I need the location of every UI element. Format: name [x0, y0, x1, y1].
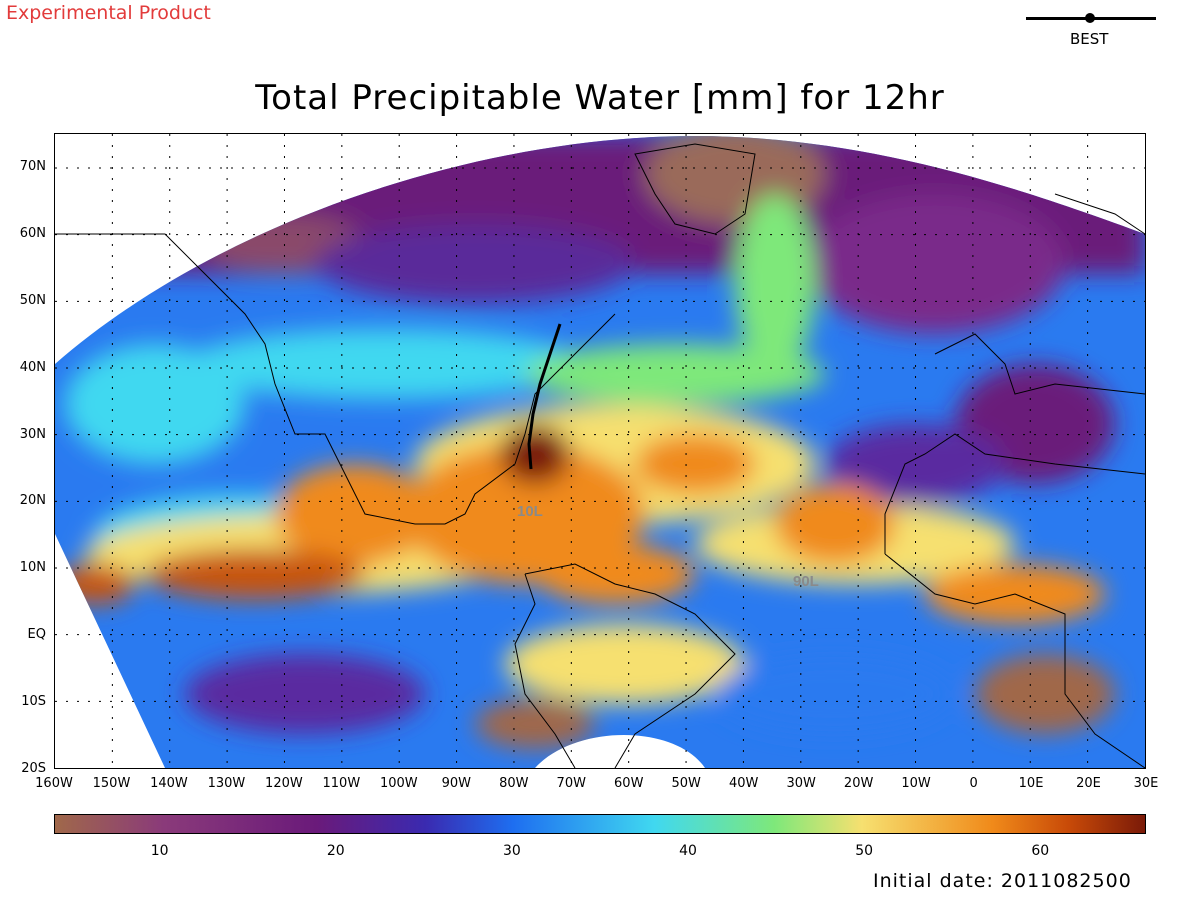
storm-label-10l: 10L — [517, 503, 543, 520]
colorbar-tick-label: 60 — [1031, 843, 1050, 859]
best-track-legend: BEST — [1020, 8, 1160, 52]
lat-tick-label: 50N — [19, 292, 46, 308]
lon-tick-label: 20E — [1076, 776, 1101, 791]
colorbar — [54, 814, 1146, 834]
lon-tick-label: 80W — [499, 776, 529, 791]
lat-tick-label: 20N — [19, 493, 46, 509]
legend-best-label: BEST — [1070, 30, 1109, 48]
lon-tick-label: 150W — [92, 776, 131, 791]
lon-tick-label: 160W — [35, 776, 73, 791]
precipitable-water-map: 10L 90L — [55, 134, 1145, 768]
colorbar-tick-label: 30 — [503, 843, 521, 859]
lon-tick-label: 100W — [379, 776, 418, 791]
lon-tick-label: 50W — [671, 776, 701, 791]
legend-track-dot — [1085, 13, 1095, 23]
lat-tick-label: 10S — [21, 694, 46, 710]
lon-tick-label: 30E — [1133, 776, 1159, 791]
lon-tick-label: 110W — [322, 776, 361, 791]
lat-tick-label: 70N — [19, 159, 46, 174]
lon-tick-label: 30W — [786, 776, 816, 791]
lon-tick-label: 10W — [901, 776, 931, 791]
best-track — [527, 323, 562, 470]
lat-tick-label: 30N — [19, 426, 46, 442]
colorbar-tick-label: 50 — [855, 843, 874, 859]
colorbar-tick-label: 20 — [326, 843, 345, 859]
lon-tick-label: 0 — [969, 776, 978, 791]
lat-tick-label: EQ — [27, 627, 46, 643]
lon-tick-label: 10E — [1018, 776, 1044, 791]
storm-label-90l: 90L — [793, 573, 819, 590]
lon-tick-label: 70W — [556, 776, 586, 791]
colorbar-tick-label: 10 — [150, 843, 169, 859]
lon-tick-label: 40W — [728, 776, 759, 791]
lat-tick-label: 10N — [19, 560, 46, 576]
lat-tick-label: 20S — [21, 761, 46, 776]
lat-tick-label: 60N — [19, 225, 46, 241]
lon-tick-label: 140W — [150, 776, 188, 791]
coastlines — [55, 143, 1145, 768]
lon-tick-label: 90W — [441, 776, 472, 791]
lon-tick-label: 120W — [265, 776, 303, 791]
map-title: Total Precipitable Water [mm] for 12hr — [255, 78, 945, 118]
lon-tick-label: 20W — [843, 776, 874, 791]
initial-date: Initial date: 2011082500 — [873, 870, 1132, 892]
experimental-product-label: Experimental Product — [6, 2, 211, 24]
lon-tick-label: 60W — [614, 776, 644, 791]
colorbar-tick-label: 40 — [679, 843, 697, 859]
graticule — [55, 134, 1145, 768]
tpw-field — [55, 136, 1145, 768]
lon-tick-label: 130W — [207, 776, 246, 791]
lat-tick-label: 40N — [19, 359, 46, 375]
map-panel: 10L 90L — [54, 133, 1146, 769]
